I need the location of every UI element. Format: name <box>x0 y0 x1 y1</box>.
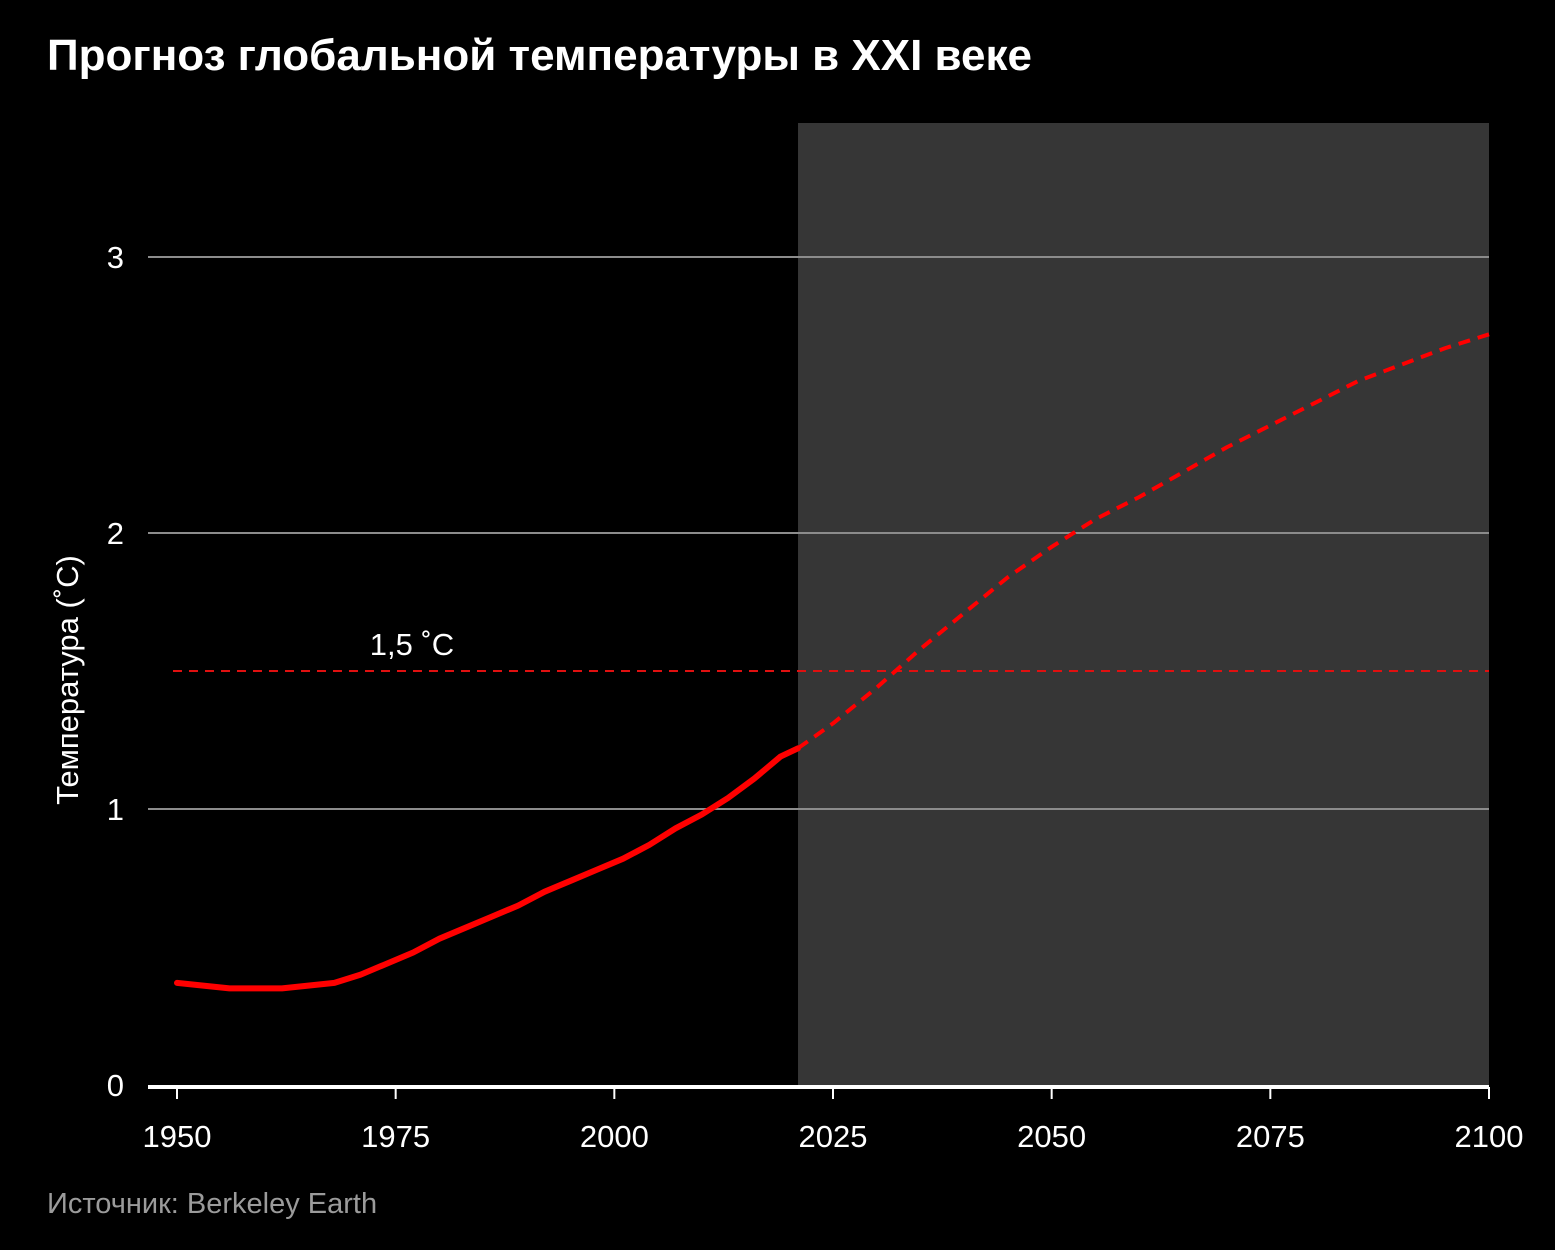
x-tick-label-1975: 1975 <box>361 1119 430 1154</box>
threshold-reference: 1,5 ˚C <box>173 627 1489 672</box>
x-tick-label-2100: 2100 <box>1455 1119 1524 1154</box>
series-observed-line <box>174 745 801 992</box>
threshold-label: 1,5 ˚C <box>370 627 454 662</box>
x-tick-label-2000: 2000 <box>580 1119 649 1154</box>
y-axis-title: Температура (˚C) <box>50 555 85 805</box>
y-tick-label-2: 2 <box>107 516 124 551</box>
x-tick-label-2050: 2050 <box>1017 1119 1086 1154</box>
series-forecast-line <box>796 332 1490 750</box>
x-axis: 1950 1975 2000 2025 2050 2075 2100 <box>143 1085 1524 1154</box>
chart-title: Прогноз глобальной температуры в XXI век… <box>47 31 1032 80</box>
source-note: Источник: Berkeley Earth <box>47 1188 378 1220</box>
series-layer <box>174 332 1490 992</box>
forecast-shaded-region <box>798 123 1489 1085</box>
x-tick-label-1950: 1950 <box>143 1119 212 1154</box>
x-tick-label-2025: 2025 <box>799 1119 868 1154</box>
y-tick-label-3: 3 <box>107 240 124 275</box>
x-tick-label-2075: 2075 <box>1236 1119 1305 1154</box>
y-axis: 0 1 2 3 <box>107 240 124 1103</box>
y-tick-label-1: 1 <box>107 792 124 827</box>
gridlines <box>148 256 1489 810</box>
y-tick-label-0: 0 <box>107 1068 124 1103</box>
